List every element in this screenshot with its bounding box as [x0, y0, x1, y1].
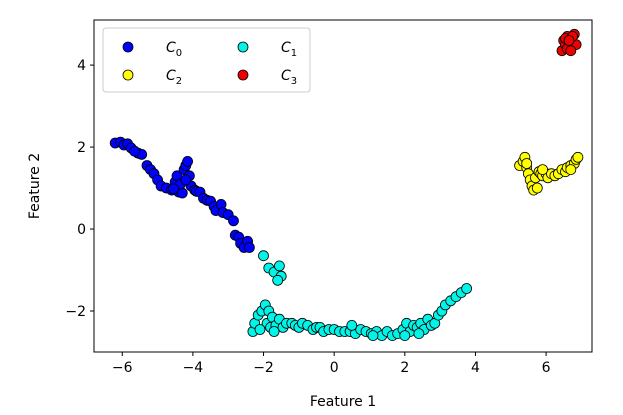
point-C1-62	[399, 330, 411, 342]
x-tick-label: 0	[330, 360, 339, 376]
point-C0-34	[228, 215, 239, 227]
x-tick-label: 6	[542, 360, 551, 376]
x-axis: −6 −4 −2 0 2 4 6	[112, 352, 551, 376]
x-tick-label: −6	[112, 360, 133, 376]
legend-box	[102, 27, 311, 93]
legend-label-C0: C0	[166, 40, 182, 59]
point-C0-43	[129, 145, 141, 157]
x-axis-label: Feature 1	[310, 394, 376, 410]
point-C1-61	[367, 330, 379, 342]
point-C1-59	[254, 324, 266, 335]
point-C2-25	[521, 158, 533, 169]
y-tick-label: 2	[77, 140, 86, 156]
point-C0-40	[243, 242, 255, 253]
point-C3-13	[563, 35, 575, 46]
point-C2-9	[531, 182, 543, 194]
legend-label-C3: C3	[281, 68, 297, 87]
point-C1-58	[461, 283, 473, 294]
legend-marker-C2	[122, 69, 134, 81]
x-tick-label: −4	[183, 360, 204, 376]
legend-marker-C3	[237, 69, 249, 81]
x-tick-label: 2	[400, 360, 409, 376]
point-C2-24	[572, 151, 584, 163]
point-C2-26	[537, 164, 548, 176]
legend-label-C1: C1	[281, 40, 297, 59]
point-C0-42	[168, 183, 179, 195]
plot-area-frame	[93, 19, 593, 353]
point-C1-64	[346, 319, 358, 331]
y-axis: −2 0 2 4	[65, 58, 94, 320]
point-C1-5	[272, 274, 284, 286]
point-C0-20	[182, 155, 194, 167]
point-C2-27	[565, 164, 577, 176]
y-axis-label: Feature 2	[27, 153, 43, 219]
point-C1-0	[258, 250, 269, 262]
x-tick-label: −2	[253, 360, 274, 376]
legend-label-C2: C2	[166, 68, 182, 87]
y-tick-label: −2	[65, 304, 86, 320]
point-C1-3	[273, 260, 285, 272]
point-C0-44	[180, 174, 192, 186]
legend-marker-C0	[122, 41, 134, 53]
point-C3-10	[565, 45, 577, 57]
points-layer	[109, 28, 584, 342]
point-C1-63	[413, 328, 425, 340]
point-C1-60	[268, 326, 280, 337]
y-tick-label: 0	[77, 222, 86, 238]
legend-marker-C1	[237, 41, 249, 53]
legend: C0 C1 C2 C3	[102, 27, 311, 93]
y-tick-label: 4	[77, 58, 86, 74]
x-tick-label: 4	[471, 360, 480, 376]
